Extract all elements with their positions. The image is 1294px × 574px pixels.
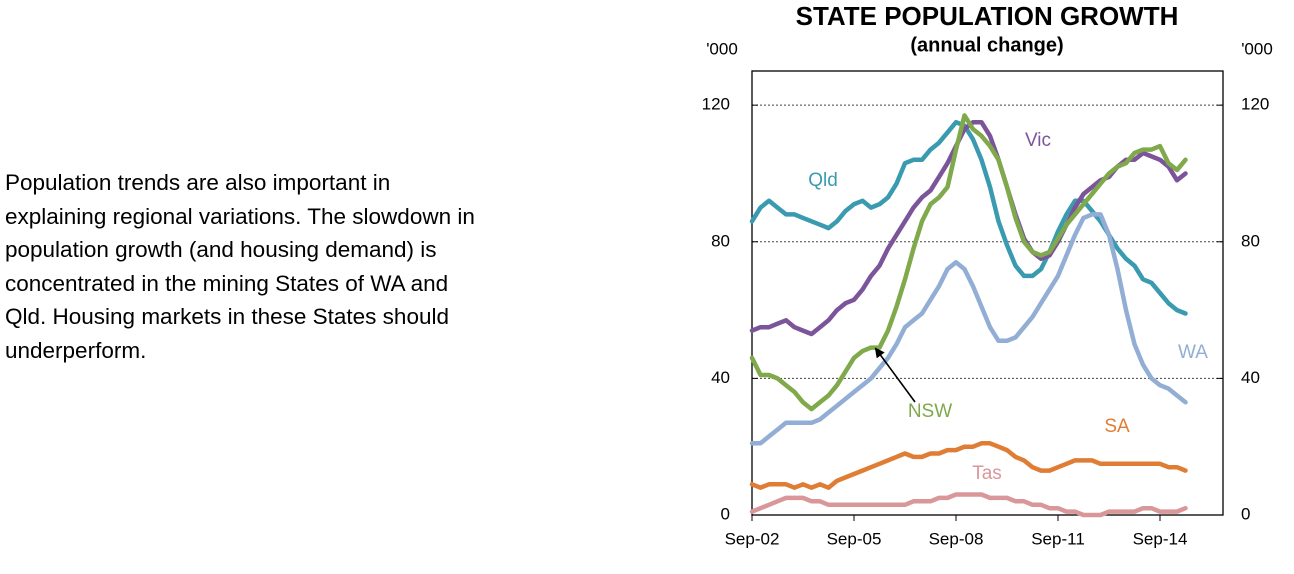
nsw-arrow bbox=[874, 347, 916, 403]
series-line bbox=[749, 212, 1188, 446]
x-tick-label: Sep-02 bbox=[725, 529, 780, 548]
text-line: Population trends are also important in bbox=[5, 170, 391, 195]
y-tick-label: 120 bbox=[702, 95, 730, 114]
y2-tick-label: 120 bbox=[1241, 95, 1269, 114]
series-label: SA bbox=[1104, 416, 1130, 437]
series-line bbox=[749, 119, 1188, 316]
series-line bbox=[749, 492, 1188, 518]
text-line: Qld. Housing markets in these States sho… bbox=[5, 304, 449, 330]
y-axis-unit: '000 bbox=[706, 39, 738, 58]
x-tick-label: Sep-05 bbox=[827, 529, 882, 548]
y2-tick-label: 40 bbox=[1241, 368, 1260, 387]
text-line: population growth (and housing demand) i… bbox=[5, 237, 437, 263]
x-tick-label: Sep-11 bbox=[1031, 529, 1085, 548]
series-line bbox=[749, 119, 1188, 337]
text-line: explaining regional variations. The slow… bbox=[5, 203, 475, 229]
body-text: Population trends are also important in e… bbox=[5, 166, 475, 368]
y-tick-label: 40 bbox=[711, 368, 730, 387]
y-tick-label: 80 bbox=[711, 231, 730, 250]
y2-tick-label: 0 bbox=[1241, 504, 1250, 523]
y2-axis-unit: '000 bbox=[1241, 39, 1273, 58]
series-line bbox=[749, 441, 1188, 490]
text-line: underperform. bbox=[5, 337, 147, 363]
series-label: Qld bbox=[808, 170, 838, 191]
y-tick-label: 0 bbox=[721, 504, 730, 523]
chart-title: STATE POPULATION GROWTH bbox=[796, 1, 1179, 31]
series-label: NSW bbox=[908, 401, 952, 422]
series-label: Tas bbox=[972, 463, 1002, 484]
series-label: Vic bbox=[1025, 130, 1051, 151]
y2-tick-label: 80 bbox=[1241, 231, 1260, 250]
plot-frame bbox=[751, 70, 1224, 516]
series-label: WA bbox=[1178, 342, 1208, 363]
x-tick-label: Sep-08 bbox=[929, 529, 984, 548]
chart-subtitle: (annual change) bbox=[910, 34, 1063, 56]
text-line: concentrated in the mining States of WA … bbox=[5, 270, 449, 296]
x-tick-label: Sep-14 bbox=[1133, 529, 1188, 548]
series-line bbox=[749, 113, 1188, 412]
